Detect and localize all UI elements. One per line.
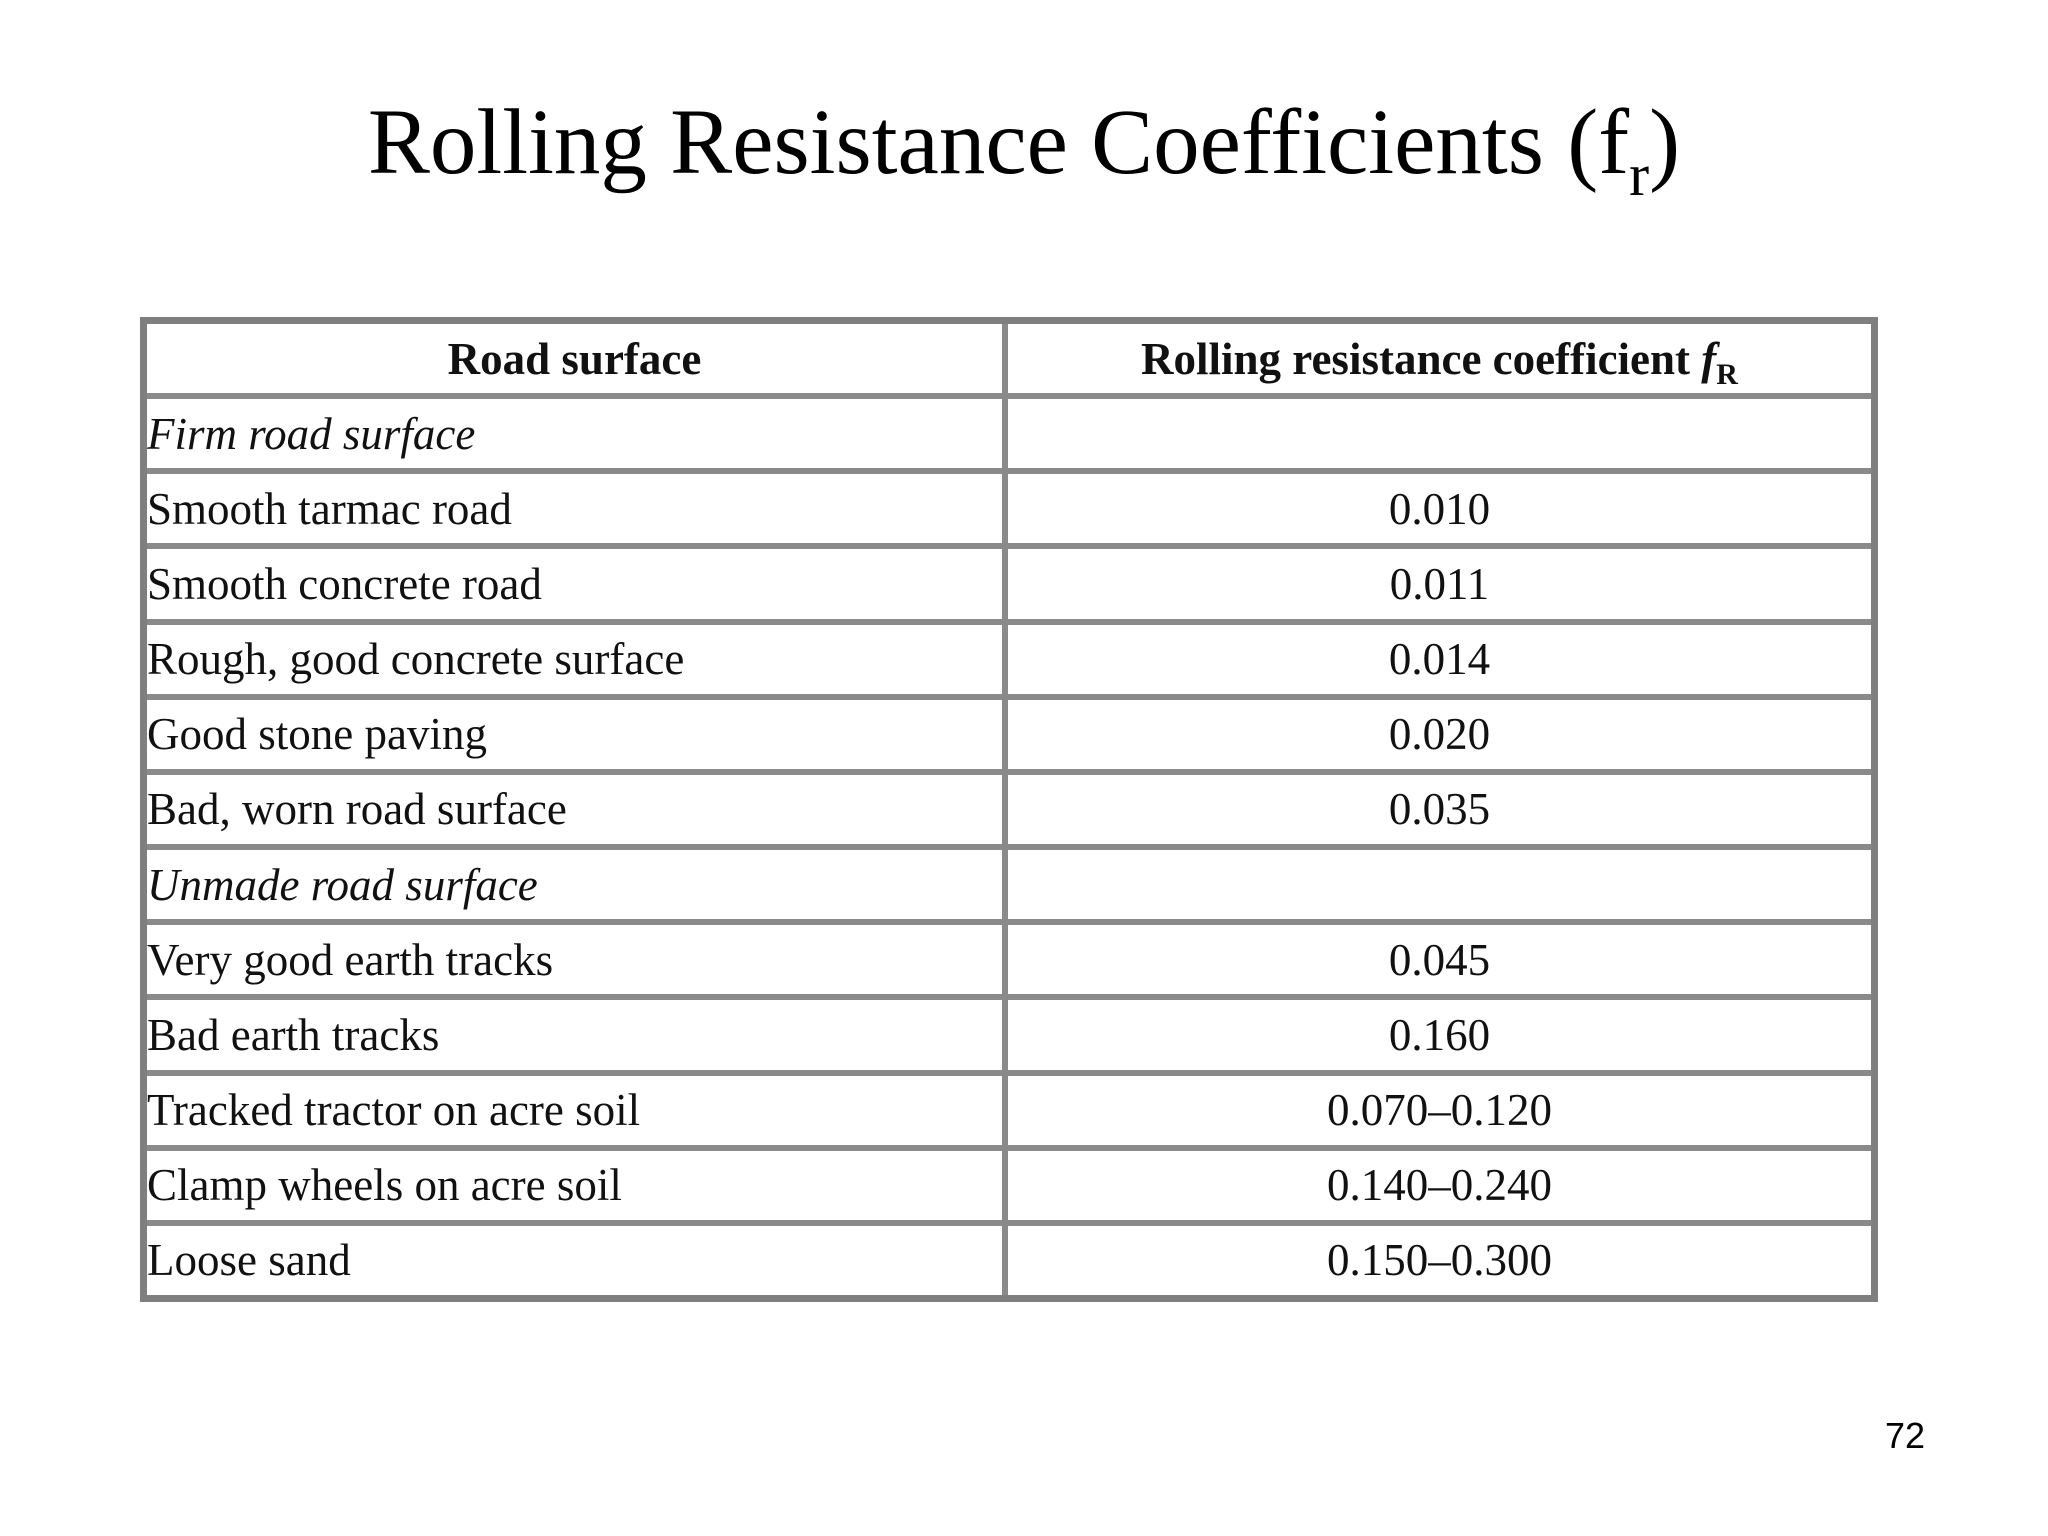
slide-title-close: )	[1649, 91, 1681, 194]
table-row: Very good earth tracks 0.045	[147, 919, 1871, 1001]
group-label: Firm road surface	[147, 393, 1008, 475]
table-row: Bad, worn road surface 0.035	[147, 768, 1871, 851]
slide-title-text: Rolling Resistance Coefficients (f	[367, 91, 1630, 194]
table-row: Bad earth tracks 0.160	[147, 994, 1871, 1076]
coefficient-cell: 0.020	[1002, 693, 1871, 775]
table-row: Smooth tarmac road 0.010	[147, 468, 1871, 550]
coefficient-cell: 0.150–0.300	[1002, 1219, 1871, 1295]
coefficient-cell: 0.035	[1002, 768, 1871, 851]
table-row: Tracked tractor on acre soil 0.070–0.120	[147, 1069, 1871, 1151]
road-surface-cell: Clamp wheels on acre soil	[147, 1144, 1008, 1226]
coefficient-cell: 0.011	[1002, 543, 1871, 625]
group-value-empty	[1002, 393, 1871, 475]
road-surface-cell: Good stone paving	[147, 693, 1008, 775]
column-header-coefficient-subscript: R	[1716, 357, 1738, 391]
coefficient-table-frame: Road surface Rolling resistance coeffici…	[140, 317, 1878, 1302]
coefficient-cell: 0.140–0.240	[1002, 1144, 1871, 1226]
coefficient-cell: 0.045	[1002, 919, 1871, 1001]
table-row: Smooth concrete road 0.011	[147, 543, 1871, 625]
group-row-unmade: Unmade road surface	[147, 844, 1871, 926]
table-header-row: Road surface Rolling resistance coeffici…	[147, 324, 1871, 400]
group-row-firm: Firm road surface	[147, 393, 1871, 475]
slide-title: Rolling Resistance Coefficients (fr)	[0, 88, 2048, 205]
coefficient-cell: 0.160	[1002, 994, 1871, 1076]
road-surface-cell: Rough, good concrete surface	[147, 618, 1008, 700]
coefficient-table: Road surface Rolling resistance coeffici…	[147, 324, 1871, 1295]
coefficient-cell: 0.010	[1002, 468, 1871, 550]
table-row: Clamp wheels on acre soil 0.140–0.240	[147, 1144, 1871, 1226]
column-header-road-surface: Road surface	[147, 324, 1008, 400]
group-value-empty	[1002, 844, 1871, 926]
road-surface-cell: Loose sand	[147, 1219, 1008, 1295]
slide-title-subscript: r	[1629, 142, 1650, 208]
table-row: Rough, good concrete surface 0.014	[147, 618, 1871, 700]
road-surface-cell: Bad, worn road surface	[147, 768, 1008, 851]
table-row: Loose sand 0.150–0.300	[147, 1219, 1871, 1295]
coefficient-cell: 0.014	[1002, 618, 1871, 700]
road-surface-cell: Smooth concrete road	[147, 543, 1008, 625]
column-header-coefficient-symbol: f	[1701, 333, 1717, 384]
page-number: 72	[1884, 1415, 1925, 1456]
table-row: Good stone paving 0.020	[147, 693, 1871, 775]
column-header-coefficient: Rolling resistance coefficient fR	[1002, 324, 1871, 400]
road-surface-cell: Very good earth tracks	[147, 919, 1008, 1001]
road-surface-cell: Tracked tractor on acre soil	[147, 1069, 1008, 1151]
road-surface-cell: Smooth tarmac road	[147, 468, 1008, 550]
coefficient-cell: 0.070–0.120	[1002, 1069, 1871, 1151]
road-surface-cell: Bad earth tracks	[147, 994, 1008, 1076]
column-header-coefficient-label: Rolling resistance coefficient	[1141, 333, 1702, 384]
group-label: Unmade road surface	[147, 844, 1008, 926]
